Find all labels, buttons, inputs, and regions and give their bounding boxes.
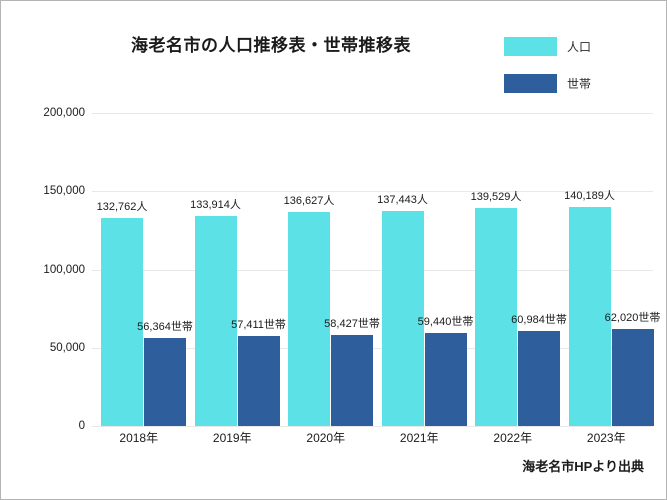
- bar-household[interactable]: 56,364世帯: [137, 321, 193, 426]
- chart-title: 海老名市の人口推移表・世帯推移表: [131, 36, 411, 55]
- bar-household[interactable]: 57,411世帯: [231, 319, 286, 426]
- bar-label-population: 133,914人: [190, 199, 241, 212]
- y-axis-tick-label: 200,000: [43, 107, 85, 119]
- x-axis-tick-label: 2020年: [306, 431, 346, 445]
- bar-label-population: 139,529人: [470, 190, 522, 203]
- bar-household[interactable]: 62,020世帯: [605, 312, 660, 426]
- bar-group: 136,627人 58,427世帯: [279, 113, 380, 426]
- y-axis-tick-label: 50,000: [49, 341, 85, 354]
- bar-population[interactable]: 139,529人: [471, 191, 521, 426]
- bar-group: 137,443人 59,440世帯: [373, 113, 473, 426]
- bar-label-household: 59,440世帯: [417, 315, 474, 328]
- bar-label-population: 137,443人: [377, 193, 428, 206]
- x-axis-tick-label: 2022年: [493, 431, 533, 445]
- bar-population[interactable]: 133,914人: [190, 199, 241, 426]
- chart-legend: 人口 世帯: [504, 37, 591, 111]
- bar-label-population: 136,627人: [283, 195, 335, 208]
- legend-swatch-household: [504, 74, 557, 93]
- x-axis: 2018年 2019年 2020年 2021年 2022年 2023年: [92, 429, 653, 451]
- gridline: [92, 269, 653, 271]
- legend-label-population: 人口: [567, 40, 592, 54]
- bar-household[interactable]: 59,440世帯: [418, 316, 473, 426]
- bar-label-population: 132,762人: [96, 201, 148, 214]
- gridline: [92, 113, 653, 114]
- source-note: 海老名市HPより出典: [522, 459, 644, 474]
- bar-label-household: 57,411世帯: [231, 319, 286, 332]
- x-axis-tick-label: 2021年: [399, 431, 439, 445]
- bar-label-population: 140,189人: [564, 189, 615, 202]
- y-axis-tick-label: 0: [78, 420, 85, 432]
- bar-label-household: 58,427世帯: [324, 317, 380, 330]
- gridline: [92, 191, 653, 193]
- bar-group: 132,762人 56,364世帯: [92, 113, 193, 426]
- bar-group: 133,914人 57,411世帯: [186, 113, 286, 426]
- legend-swatch-population: [504, 37, 557, 56]
- bar-household[interactable]: 60,984世帯: [511, 314, 567, 426]
- bar-group: 140,189人 62,020世帯: [560, 113, 660, 426]
- bar-population[interactable]: 140,189人: [564, 190, 615, 426]
- gridline: [92, 426, 653, 427]
- bar-group: 139,529人 60,984世帯: [466, 113, 567, 426]
- bar-population[interactable]: 132,762人: [97, 201, 147, 426]
- x-axis-tick-label: 2019年: [212, 431, 252, 445]
- bar-label-household: 60,984世帯: [511, 313, 567, 326]
- plot-area: 132,762人 56,364世帯 133,914人 57,411世帯 136,627人…: [92, 113, 660, 427]
- y-axis-tick-label: 150,000: [43, 185, 85, 198]
- bar-label-household: 62,020世帯: [604, 311, 661, 324]
- legend-label-household: 世帯: [567, 77, 592, 91]
- x-axis-tick-label: 2023年: [586, 431, 626, 445]
- bar-population[interactable]: 137,443人: [377, 194, 428, 426]
- legend-item-population[interactable]: 人口: [504, 37, 591, 56]
- y-axis-tick-label: 100,000: [43, 263, 85, 276]
- bar-label-household: 56,364世帯: [137, 320, 193, 333]
- legend-item-household[interactable]: 世帯: [504, 74, 591, 93]
- bar-household[interactable]: 58,427世帯: [324, 318, 380, 426]
- bar-population[interactable]: 136,627人: [284, 195, 334, 426]
- y-axis: 0 50,000 100,000 150,000 200,000: [1, 107, 85, 432]
- x-axis-tick-label: 2018年: [119, 431, 159, 445]
